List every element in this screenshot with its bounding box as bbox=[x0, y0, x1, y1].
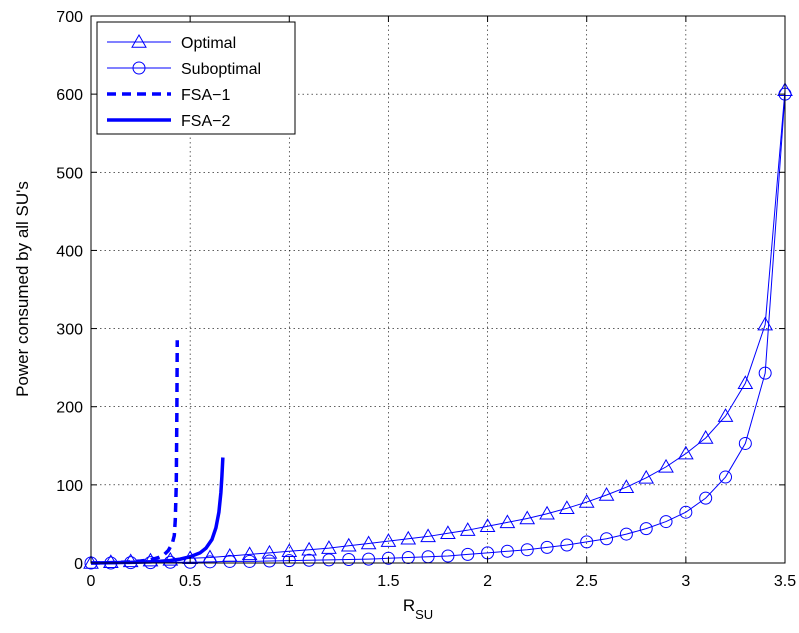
triangle-marker bbox=[420, 528, 436, 543]
circle-marker bbox=[302, 553, 316, 567]
circle-marker bbox=[441, 549, 455, 563]
circle-marker bbox=[401, 551, 415, 565]
legend-item: Suboptimal bbox=[107, 61, 261, 78]
y-tick-label: 300 bbox=[56, 322, 83, 339]
circle-marker bbox=[461, 547, 475, 561]
triangle-marker bbox=[301, 541, 317, 556]
triangle-marker bbox=[559, 500, 575, 515]
y-ticks: 0 100 200 300 400 500 600 700 bbox=[56, 9, 785, 573]
x-tick-label: 3.5 bbox=[774, 573, 796, 590]
legend-box bbox=[96, 21, 296, 135]
plot-frame bbox=[90, 15, 786, 564]
x-axis-label-subscript: SU bbox=[415, 607, 433, 622]
x-tick-label: 0.5 bbox=[179, 573, 201, 590]
series-line bbox=[91, 94, 786, 564]
legend-item: Optimal bbox=[107, 33, 236, 52]
legend-label: Optimal bbox=[181, 35, 236, 52]
series-2 bbox=[90, 340, 180, 565]
circle-marker bbox=[381, 551, 395, 565]
y-axis-label: Power consumed by all SU's bbox=[13, 181, 32, 397]
triangle-marker bbox=[638, 469, 655, 484]
triangle-marker bbox=[658, 458, 674, 473]
triangle-marker bbox=[618, 479, 635, 493]
series-line bbox=[90, 457, 225, 565]
triangle-marker bbox=[737, 375, 754, 390]
circle-marker bbox=[203, 555, 217, 569]
circle-marker bbox=[580, 535, 594, 549]
circle-marker bbox=[600, 532, 614, 546]
circle-marker bbox=[659, 515, 673, 529]
circle-marker bbox=[619, 527, 633, 541]
legend-circle-marker bbox=[132, 61, 146, 75]
circle-marker bbox=[500, 544, 514, 558]
circle-marker bbox=[639, 522, 653, 536]
legend: Optimal Suboptimal FSA−1 FSA−2 bbox=[96, 21, 296, 135]
y-tick-label: 400 bbox=[56, 243, 83, 260]
triangle-marker bbox=[519, 510, 536, 525]
circle-marker bbox=[560, 538, 574, 552]
x-tick-label: 2 bbox=[483, 573, 492, 590]
circle-marker bbox=[262, 554, 276, 568]
legend-item: FSA−1 bbox=[107, 87, 230, 104]
series-line bbox=[90, 340, 180, 565]
circle-marker bbox=[679, 505, 693, 519]
triangle-marker bbox=[360, 535, 377, 550]
x-ticks: 0 0.5 1 1.5 2 2.5 3 3.5 bbox=[87, 16, 796, 590]
triangle-marker bbox=[340, 537, 357, 552]
x-tick-label: 3 bbox=[681, 573, 690, 590]
triangle-marker bbox=[677, 445, 694, 460]
triangle-marker bbox=[598, 487, 615, 501]
triangle-marker bbox=[499, 514, 516, 529]
series-layer bbox=[83, 82, 793, 570]
y-tick-label: 500 bbox=[56, 165, 83, 182]
grid bbox=[91, 16, 785, 563]
legend-label: Suboptimal bbox=[181, 61, 261, 78]
circle-marker bbox=[699, 491, 713, 505]
x-axis-label: RSU bbox=[403, 596, 433, 622]
circle-marker bbox=[223, 554, 237, 568]
legend-item: FSA−2 bbox=[107, 113, 230, 130]
y-tick-label: 600 bbox=[56, 87, 83, 104]
triangle-marker bbox=[440, 525, 456, 540]
y-tick-label: 0 bbox=[74, 556, 83, 573]
circle-marker bbox=[342, 552, 356, 566]
circle-marker bbox=[243, 554, 257, 568]
y-tick-label: 200 bbox=[56, 400, 83, 417]
circle-marker bbox=[322, 553, 336, 567]
triangle-marker bbox=[400, 530, 417, 545]
x-tick-label: 2.5 bbox=[576, 573, 598, 590]
circle-marker bbox=[540, 540, 554, 554]
circle-marker bbox=[719, 470, 733, 484]
x-tick-label: 1.5 bbox=[377, 573, 399, 590]
triangle-marker bbox=[261, 544, 278, 559]
triangle-marker bbox=[539, 505, 555, 520]
circle-marker bbox=[362, 552, 376, 566]
y-tick-label: 700 bbox=[56, 9, 83, 26]
x-tick-label: 1 bbox=[285, 573, 294, 590]
series-3 bbox=[90, 457, 225, 565]
x-axis-label-main: R bbox=[403, 596, 415, 615]
legend-label: FSA−2 bbox=[181, 113, 230, 130]
triangle-marker bbox=[281, 543, 298, 558]
circle-marker bbox=[282, 554, 296, 568]
legend-triangle-marker bbox=[131, 33, 147, 48]
triangle-marker bbox=[479, 518, 496, 533]
triangle-marker bbox=[697, 429, 714, 444]
circle-marker bbox=[758, 366, 772, 380]
x-tick-label: 0 bbox=[87, 573, 96, 590]
triangle-marker bbox=[459, 522, 476, 536]
triangle-marker bbox=[380, 533, 397, 547]
triangle-marker bbox=[241, 546, 258, 561]
circle-marker bbox=[738, 436, 752, 450]
y-tick-label: 100 bbox=[56, 478, 83, 495]
legend-label: FSA−1 bbox=[181, 87, 230, 104]
circle-marker bbox=[520, 543, 534, 557]
triangle-marker bbox=[717, 408, 734, 422]
triangle-marker bbox=[578, 494, 595, 508]
series-line bbox=[90, 90, 786, 564]
